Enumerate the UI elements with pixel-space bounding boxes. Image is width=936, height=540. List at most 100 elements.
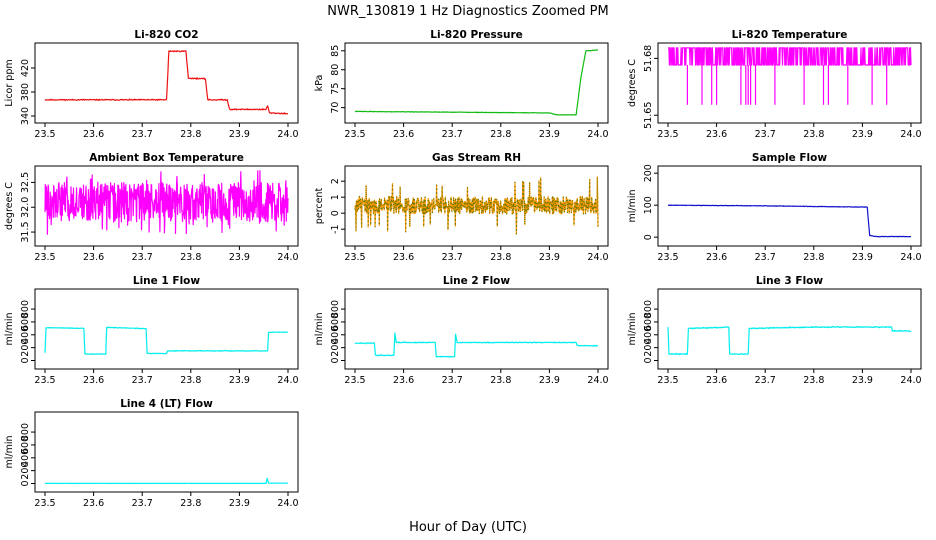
x-tick-label: 23.7 (132, 375, 153, 386)
panel-title: Li-820 Temperature (732, 29, 848, 41)
y-tick-label: 32.5 (20, 172, 31, 193)
panel-0: Li-820 CO2 23.5 23.6 23.7 23.8 23.9 24.0 340 380… (4, 29, 299, 140)
x-tick-label: 23.8 (803, 252, 824, 263)
x-tick-label: 24.0 (587, 375, 608, 386)
y-tick-label: 600 (643, 313, 654, 331)
y-tick-label: 1 (330, 194, 341, 200)
plot-frame (34, 288, 299, 370)
x-tick-label: 23.6 (706, 252, 727, 263)
y-tick-label: 600 (330, 313, 341, 331)
panel-6: Line 1 Flow 23.5 23.6 23.7 23.8 23.9 24.0 02004… (4, 275, 299, 386)
y-axis-label: ml/min (4, 312, 15, 345)
y-tick-label: 0 (20, 480, 31, 486)
panel-1: Li-820 Pressure 23.5 23.6 23.7 23.8 23.9 24.0 7… (314, 29, 609, 140)
x-tick-label: 23.5 (34, 498, 55, 509)
x-tick-label: 23.5 (344, 129, 365, 140)
y-tick-label: 80 (330, 64, 341, 76)
y-axis-label: degrees C (627, 59, 638, 107)
y-axis-label: Licor ppm (4, 59, 15, 106)
series-line (667, 325, 912, 356)
y-tick-label: 0 (643, 234, 654, 240)
x-tick-label: 23.6 (83, 498, 104, 509)
y-tick-label: 0 (20, 357, 31, 363)
x-tick-label: 23.9 (852, 375, 873, 386)
x-tick-label: 23.9 (229, 252, 250, 263)
x-tick-label: 24.0 (587, 129, 608, 140)
figure-title: NWR_130819 1 Hz Diagnostics Zoomed PM (327, 4, 609, 19)
x-tick-label: 23.9 (229, 498, 250, 509)
y-tick-label: 31.5 (20, 221, 31, 242)
x-tick-label: 23.6 (83, 252, 104, 263)
x-tick-label: 24.0 (277, 129, 298, 140)
x-tick-label: 23.9 (539, 129, 560, 140)
x-tick-label: 23.7 (755, 129, 776, 140)
y-tick-label: 200 (20, 462, 31, 480)
x-tick-label: 23.8 (180, 498, 201, 509)
series-points (354, 176, 599, 235)
panel-3: Ambient Box Temperature 23.5 23.6 23.7 23.8 2… (4, 152, 299, 263)
y-tick-label: 51.65 (643, 102, 654, 129)
x-tick-label: 23.6 (706, 129, 727, 140)
x-tick-label: 23.5 (344, 375, 365, 386)
y-tick-label: 600 (20, 313, 31, 331)
y-tick-label: -1 (330, 224, 341, 233)
plot-frame (34, 411, 299, 493)
x-tick-label: 24.0 (900, 129, 921, 140)
plot-frame (657, 165, 922, 247)
y-tick-label: 2 (330, 178, 341, 184)
x-tick-label: 23.6 (393, 129, 414, 140)
y-axis-label: kPa (314, 75, 325, 92)
x-tick-label: 23.9 (539, 252, 560, 263)
y-axis-label: ml/min (627, 312, 638, 345)
x-tick-label: 23.9 (539, 375, 560, 386)
series-line (44, 326, 289, 355)
x-tick-label: 23.7 (132, 129, 153, 140)
y-axis-label: degrees C (4, 182, 15, 230)
panel-title: Li-820 Pressure (430, 29, 523, 41)
x-tick-label: 23.7 (442, 252, 463, 263)
x-tick-label: 23.8 (490, 375, 511, 386)
x-tick-label: 23.9 (852, 252, 873, 263)
y-tick-label: 380 (20, 83, 31, 101)
plot-frame (657, 288, 922, 370)
panel-title: Line 1 Flow (133, 275, 200, 287)
y-tick-label: 51.68 (643, 45, 654, 72)
panel-4: Gas Stream RH 23.5 23.6 23.7 23.8 23.9 24.0 -1 0… (314, 152, 609, 263)
panel-5: Sample Flow 23.5 23.6 23.7 23.8 23.9 24.0 0 100 2… (627, 152, 922, 263)
y-tick-label: 100 (643, 196, 654, 214)
x-tick-label: 23.5 (657, 129, 678, 140)
x-tick-label: 23.7 (442, 129, 463, 140)
y-tick-label: 32.0 (20, 197, 31, 218)
panel-7: Line 2 Flow 23.5 23.6 23.7 23.8 23.9 24.0 02004… (314, 275, 609, 386)
y-tick-label: 400 (643, 326, 654, 344)
y-tick-label: 400 (20, 449, 31, 467)
y-tick-label: 800 (643, 300, 654, 318)
plot-frame (657, 42, 922, 124)
y-tick-label: 0 (643, 357, 654, 363)
figure-x-axis-label: Hour of Day (UTC) (409, 520, 527, 535)
panel-title: Ambient Box Temperature (89, 152, 244, 164)
panel-title: Li-820 CO2 (134, 29, 198, 41)
y-axis-label: ml/min (4, 435, 15, 468)
series-line (667, 47, 912, 105)
y-tick-label: 340 (20, 107, 31, 125)
x-tick-label: 23.6 (706, 375, 727, 386)
y-axis-label: percent (314, 188, 325, 225)
x-tick-label: 24.0 (587, 252, 608, 263)
series-line (667, 204, 912, 238)
y-tick-label: 85 (330, 45, 341, 57)
panel-8: Line 3 Flow 23.5 23.6 23.7 23.8 23.9 24.0 02004… (627, 275, 922, 386)
y-tick-label: 200 (330, 339, 341, 357)
y-tick-label: 0 (330, 210, 341, 216)
x-tick-label: 23.6 (393, 375, 414, 386)
x-tick-label: 23.7 (755, 252, 776, 263)
panels-group: Li-820 CO2 23.5 23.6 23.7 23.8 23.9 24.0 340 380… (4, 29, 922, 509)
x-tick-label: 24.0 (277, 498, 298, 509)
x-tick-label: 23.5 (657, 252, 678, 263)
x-tick-label: 23.9 (229, 129, 250, 140)
plot-frame (344, 288, 609, 370)
x-tick-label: 23.8 (803, 375, 824, 386)
series-line (44, 477, 289, 485)
y-tick-label: 200 (20, 339, 31, 357)
